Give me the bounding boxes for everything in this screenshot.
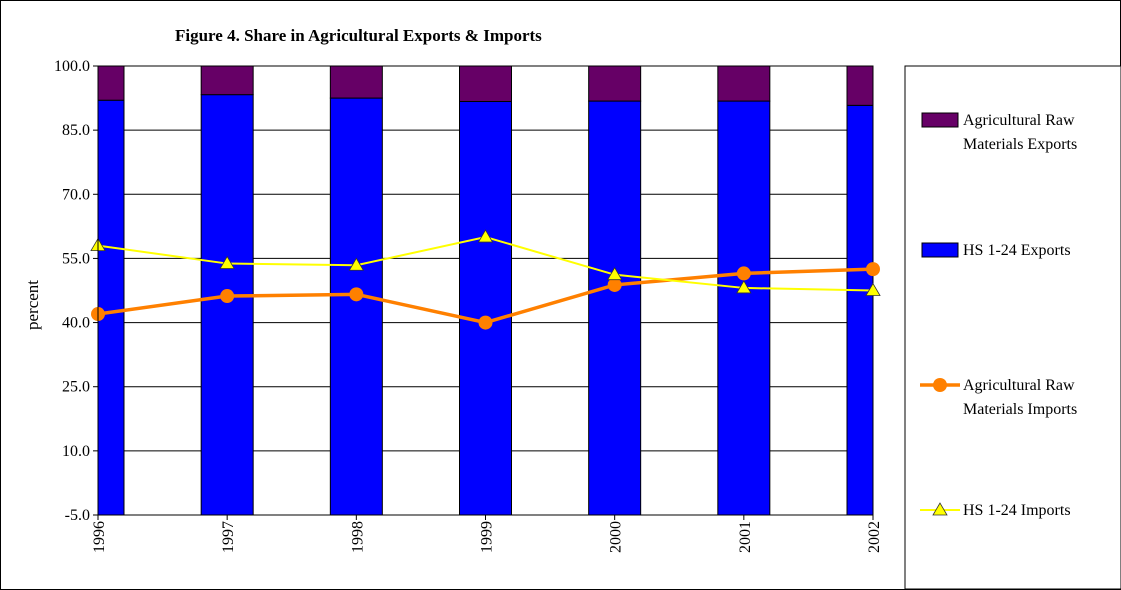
bar-hs-exports	[846, 104, 874, 516]
point-hs-imports	[477, 229, 494, 243]
x-tick-label: 2002	[866, 521, 883, 553]
line-series-layer	[90, 229, 881, 330]
y-tick-label: 10.0	[62, 443, 90, 460]
bar-hs-exports	[200, 94, 254, 516]
x-tick-label: 1996	[91, 521, 108, 553]
point-agri-raw-imports	[349, 287, 364, 302]
legend-agri-raw-exports-label: Agricultural Raw	[963, 112, 1075, 129]
bar-hs-exports	[717, 100, 771, 516]
bar-hs-exports	[329, 97, 383, 516]
x-tick-label: 2000	[608, 521, 625, 553]
legend-agri-raw-imports-label: Materials Imports	[963, 401, 1077, 418]
x-tick-label: 1997	[220, 521, 237, 553]
point-agri-raw-imports	[607, 277, 622, 292]
bar-agri-raw-exports	[97, 65, 125, 101]
legend-hs-exports-swatch	[921, 242, 959, 258]
axes	[93, 65, 874, 520]
point-agri-raw-imports	[220, 289, 235, 304]
point-agri-raw-imports	[478, 315, 493, 330]
legend: Agricultural Raw Materials Exports HS 1-24…	[904, 65, 1121, 590]
legend-hs-exports-label: HS 1-24 Exports	[963, 242, 1071, 259]
y-tick-label: 70.0	[62, 186, 90, 203]
bar-agri-raw-exports	[459, 65, 512, 102]
bar-hs-exports	[459, 100, 512, 516]
point-hs-imports	[219, 255, 235, 269]
point-agri-raw-imports	[736, 266, 751, 281]
legend-box	[904, 65, 1121, 590]
legend-agri-raw-exports-swatch	[921, 112, 959, 128]
bar-agri-raw-exports	[588, 65, 642, 102]
point-hs-imports	[736, 280, 752, 294]
x-tick-label: 1999	[479, 521, 496, 553]
y-tick-label: -5.0	[65, 507, 90, 524]
y-tick-label: 40.0	[62, 315, 90, 332]
point-hs-imports	[348, 257, 365, 271]
point-hs-imports	[865, 282, 881, 296]
bar-agri-raw-exports	[846, 65, 874, 106]
x-tick-label: 1998	[349, 521, 366, 553]
bar-hs-exports	[97, 99, 125, 516]
y-tick-labels: 100.0 85.0 70.0 55.0 40.0 25.0 10.0 -5.0	[54, 58, 90, 524]
bar-agri-raw-exports	[717, 65, 771, 102]
x-tick-labels: 1996 1997 1998 1999 2000 2001 2002	[91, 521, 883, 553]
y-tick-label: 85.0	[62, 122, 90, 139]
x-tick-label: 2001	[737, 521, 754, 553]
y-tick-label: 25.0	[62, 379, 90, 396]
bar-hs-exports	[588, 100, 642, 516]
legend-agri-raw-imports-label: Agricultural Raw	[963, 377, 1075, 394]
legend-agri-raw-imports-marker	[933, 378, 947, 392]
point-agri-raw-imports	[866, 262, 880, 277]
bar-agri-raw-exports	[200, 65, 254, 96]
legend-hs-imports-marker	[932, 502, 948, 516]
chart-title: Figure 4. Share in Agricultural Exports …	[175, 26, 542, 45]
legend-hs-imports-label: HS 1-24 Imports	[963, 502, 1071, 519]
legend-agri-raw-exports-label: Materials Exports	[963, 136, 1077, 153]
y-tick-label: 100.0	[54, 58, 90, 75]
y-axis-title: percent	[23, 280, 42, 330]
bar-agri-raw-exports	[329, 65, 383, 99]
y-tick-label: 55.0	[62, 250, 90, 267]
bar-series-layer	[97, 65, 874, 516]
point-hs-imports	[606, 266, 623, 281]
